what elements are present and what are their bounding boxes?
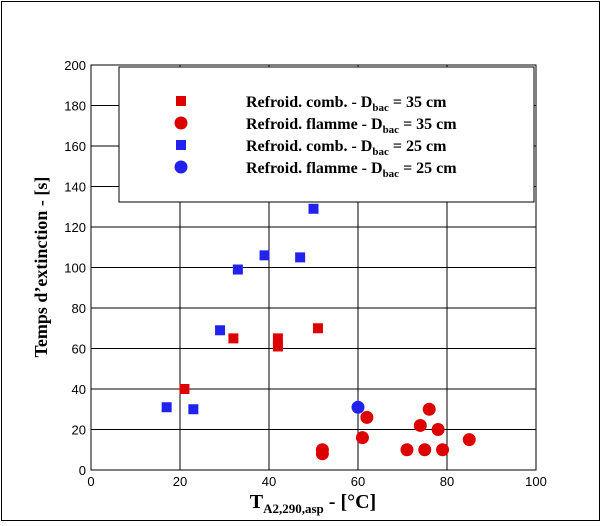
data-point-series-3 [188, 404, 199, 415]
x-tick-label: 80 [440, 474, 454, 489]
legend-label-4: Refroid. flamme - Dbac = 25 cm [246, 160, 457, 180]
x-tick-label: 100 [525, 474, 547, 489]
y-tick-label: 0 [79, 463, 86, 478]
data-point-series-3 [308, 203, 319, 214]
data-point-series-1 [272, 341, 283, 352]
data-point-series-2 [400, 443, 414, 457]
x-tick-label: 60 [351, 474, 365, 489]
axis-ticks: 0 20 40 60 80 100 0 20 40 60 80 100 120 140 160 180 200 [64, 58, 547, 489]
y-axis-label: Temps d’extinction - [s] [31, 177, 51, 358]
y-tick-label: 200 [64, 58, 86, 73]
legend-label-2: Refroid. flamme - Dbac = 35 cm [246, 116, 457, 136]
data-points [161, 203, 476, 461]
data-point-series-3 [259, 250, 270, 261]
data-point-series-2 [413, 418, 427, 432]
data-point-series-2 [355, 431, 369, 445]
y-tick-label: 120 [64, 220, 86, 235]
data-point-series-3 [161, 402, 172, 413]
y-tick-label: 180 [64, 99, 86, 114]
x-tick-label: 20 [173, 474, 187, 489]
data-point-series-1 [312, 323, 323, 334]
y-tick-label: 60 [72, 342, 86, 357]
data-point-series-3 [215, 325, 226, 336]
x-tick-label: 40 [262, 474, 276, 489]
data-point-series-4 [351, 400, 365, 414]
legend-box [118, 66, 535, 203]
y-tick-label: 40 [72, 382, 86, 397]
data-point-series-2 [418, 443, 432, 457]
y-tick-label: 20 [72, 423, 86, 438]
x-tick-label: 0 [87, 474, 94, 489]
y-tick-label: 140 [64, 180, 86, 195]
y-tick-label: 160 [64, 139, 86, 154]
y-tick-label: 100 [64, 261, 86, 276]
y-tick-label: 80 [72, 301, 86, 316]
data-point-series-2 [422, 402, 436, 416]
data-point-series-2 [360, 410, 374, 424]
data-point-series-1 [179, 384, 190, 394]
legend-label-3: Refroid. comb. - Dbac = 25 cm [246, 138, 447, 158]
legend-marker-1 [176, 96, 186, 106]
data-point-series-2 [315, 443, 329, 457]
legend-marker-4 [174, 160, 188, 174]
data-point-series-3 [232, 264, 243, 275]
data-point-series-1 [228, 333, 239, 344]
data-point-series-1 [272, 333, 283, 344]
legend-marker-3 [176, 140, 186, 150]
data-point-series-3 [295, 252, 306, 263]
data-point-series-2 [436, 443, 450, 457]
data-point-series-2 [431, 423, 445, 436]
data-point-series-2 [462, 433, 476, 447]
legend-marker-2 [174, 116, 188, 130]
legend-label-1: Refroid. comb. - Dbac = 35 cm [246, 94, 447, 114]
x-axis-label: TA2,290,asp - [°C] [250, 491, 376, 516]
